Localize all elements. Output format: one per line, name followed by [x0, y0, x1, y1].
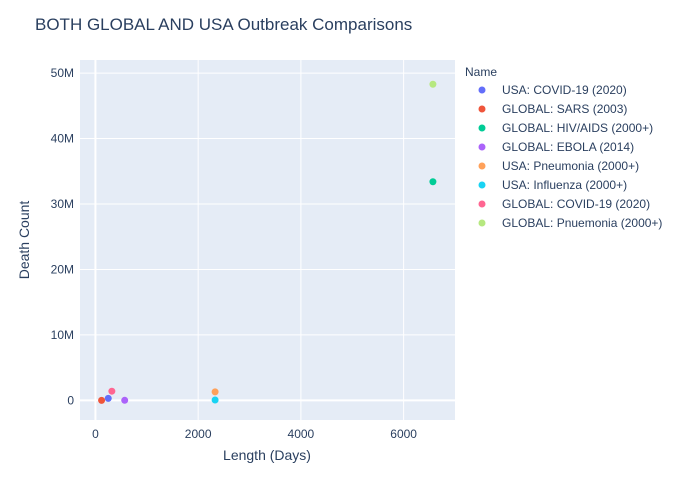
legend-item-label: GLOBAL: Pnuemonia (2000+)	[502, 216, 662, 230]
data-point	[98, 396, 106, 404]
plot-area	[80, 60, 455, 420]
legend-item-label: USA: Influenza (2000+)	[502, 178, 627, 192]
data-point	[429, 178, 437, 186]
y-axis-title: Death Count	[16, 201, 32, 280]
legend-marker	[478, 124, 486, 132]
legend-item-label: GLOBAL: EBOLA (2014)	[502, 140, 634, 154]
legend-marker	[478, 143, 486, 151]
data-point	[121, 396, 129, 404]
legend-marker	[478, 86, 486, 94]
y-axis-ticks: 0 10M 20M 30M 40M 50M	[51, 66, 75, 407]
x-axis-title: Length (Days)	[223, 447, 311, 463]
y-tick-label: 20M	[51, 262, 74, 276]
legend: Name USA: COVID-19 (2020) GLOBAL: SARS (2…	[465, 65, 662, 230]
x-tick-label: 4000	[288, 427, 315, 441]
legend-marker	[478, 200, 486, 208]
y-tick-label: 50M	[51, 66, 74, 80]
legend-marker	[478, 162, 486, 170]
x-tick-label: 2000	[185, 427, 212, 441]
data-point	[104, 394, 112, 402]
y-tick-label: 0	[67, 393, 74, 407]
data-points	[98, 80, 437, 404]
legend-marker	[478, 105, 486, 113]
legend-item-label: GLOBAL: SARS (2003)	[502, 102, 627, 116]
x-tick-label: 0	[92, 427, 99, 441]
y-tick-label: 30M	[51, 197, 74, 211]
data-point	[108, 387, 116, 395]
legend-marker	[478, 219, 486, 227]
legend-marker	[478, 181, 486, 189]
chart-title: BOTH GLOBAL AND USA Outbreak Comparisons	[35, 15, 412, 34]
y-tick-label: 10M	[51, 328, 74, 342]
legend-title: Name	[465, 65, 497, 79]
legend-item-label: USA: Pneumonia (2000+)	[502, 159, 639, 173]
x-axis-ticks: 0 2000 4000 6000	[92, 427, 417, 441]
legend-item-label: GLOBAL: COVID-19 (2020)	[502, 197, 650, 211]
data-point	[429, 80, 437, 88]
grid-lines	[80, 60, 455, 420]
legend-item-label: USA: COVID-19 (2020)	[502, 83, 627, 97]
data-point	[211, 396, 219, 404]
x-tick-label: 6000	[390, 427, 417, 441]
legend-item-label: GLOBAL: HIV/AIDS (2000+)	[502, 121, 653, 135]
data-point	[211, 388, 219, 396]
y-tick-label: 40M	[51, 132, 74, 146]
